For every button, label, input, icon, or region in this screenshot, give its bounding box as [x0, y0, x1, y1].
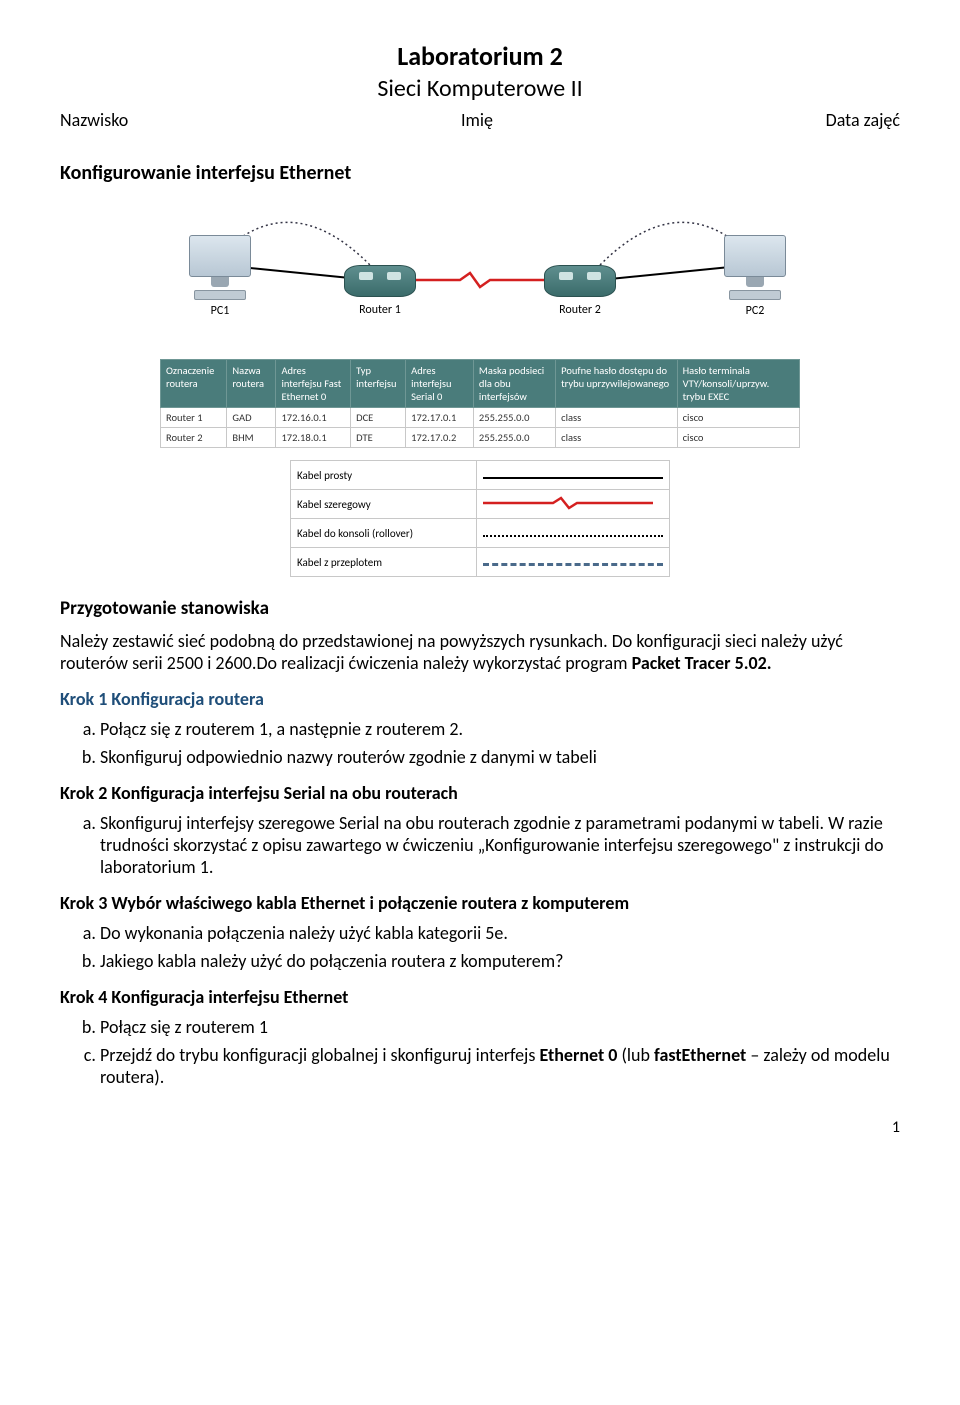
- legend-row: Kabel do konsoli (rollover): [291, 519, 670, 548]
- legend-sample: [477, 548, 670, 577]
- legend-sample: [477, 519, 670, 548]
- table-cell: DTE: [351, 428, 406, 448]
- step1-item-b: Skonfiguruj odpowiednio nazwy routerów z…: [100, 746, 900, 768]
- page-number: 1: [60, 1118, 900, 1137]
- table-cell: class: [556, 428, 677, 448]
- field-surname: Nazwisko: [60, 109, 128, 131]
- table-cell: 255.255.0.0: [473, 428, 555, 448]
- pc2-label: PC2: [715, 304, 795, 318]
- step4c-bold1: Ethernet 0: [539, 1044, 617, 1066]
- router1-icon: Router 1: [335, 265, 425, 317]
- table-row: Router 2BHM172.18.0.1DTE172.17.0.2255.25…: [161, 428, 800, 448]
- topology-diagram: PC1 Router 1 Router 2 PC2 Oznaczenie rou…: [160, 195, 800, 577]
- table-cell: 172.18.0.1: [276, 428, 351, 448]
- table-cell: DCE: [351, 408, 406, 428]
- router2-icon: Router 2: [535, 265, 625, 317]
- table-header: Oznaczenie routera: [161, 360, 227, 408]
- table-header: Poufne hasło dostępu do trybu uprzywilej…: [556, 360, 677, 408]
- step1-heading: Krok 1 Konfiguracja routera: [60, 688, 900, 710]
- step4-heading: Krok 4 Konfiguracja interfejsu Ethernet: [60, 986, 900, 1008]
- table-cell: 172.16.0.1: [276, 408, 351, 428]
- step3-list: Do wykonania połączenia należy użyć kabl…: [60, 922, 900, 972]
- legend-row: Kabel szeregowy: [291, 490, 670, 519]
- router-config-table: Oznaczenie routeraNazwa routeraAdres int…: [160, 359, 800, 448]
- legend-label: Kabel z przeplotem: [291, 548, 477, 577]
- table-cell: 172.17.0.1: [406, 408, 474, 428]
- section-heading-config-ethernet: Konfigurowanie interfejsu Ethernet: [60, 161, 900, 185]
- legend-row: Kabel prosty: [291, 461, 670, 490]
- table-cell: Router 1: [161, 408, 227, 428]
- table-header: Nazwa routera: [227, 360, 276, 408]
- legend-label: Kabel szeregowy: [291, 490, 477, 519]
- table-cell: Router 2: [161, 428, 227, 448]
- step1-item-a: Połącz się z routerem 1, a następnie z r…: [100, 718, 900, 740]
- pc2-icon: PC2: [715, 235, 795, 318]
- step1-list: Połącz się z routerem 1, a następnie z r…: [60, 718, 900, 768]
- table-header: Adres interfejsu Serial 0: [406, 360, 474, 408]
- router1-label: Router 1: [335, 303, 425, 317]
- step2-list: Skonfiguruj interfejsy szeregowe Serial …: [60, 812, 900, 878]
- step2-item-a: Skonfiguruj interfejsy szeregowe Serial …: [100, 812, 900, 878]
- step3-item-b: Jakiego kabla należy użyć do połączenia …: [100, 950, 900, 972]
- legend-sample: [477, 490, 670, 519]
- prep-paragraph: Należy zestawić sieć podobną do przedsta…: [60, 630, 900, 674]
- step3-item-a: Do wykonania połączenia należy użyć kabl…: [100, 922, 900, 944]
- table-header: Typ interfejsu: [351, 360, 406, 408]
- table-cell: cisco: [677, 428, 799, 448]
- legend-sample: [477, 461, 670, 490]
- cable-legend: Kabel prostyKabel szeregowyKabel do kons…: [290, 460, 670, 577]
- field-date: Data zajęć: [826, 109, 900, 131]
- prep-bold: Packet Tracer 5.02.: [632, 652, 772, 674]
- table-cell: BHM: [227, 428, 276, 448]
- legend-row: Kabel z przeplotem: [291, 548, 670, 577]
- field-name: Imię: [461, 109, 493, 131]
- table-header: Hasło terminala VTY/konsoli/uprzyw. tryb…: [677, 360, 799, 408]
- step4-item-c: Przejdź do trybu konfiguracji globalnej …: [100, 1044, 900, 1088]
- step4-item-b: Połącz się z routerem 1: [100, 1016, 900, 1038]
- legend-label: Kabel do konsoli (rollover): [291, 519, 477, 548]
- step4c-text2: (lub: [617, 1044, 654, 1066]
- legend-label: Kabel prosty: [291, 461, 477, 490]
- table-row: Router 1GAD172.16.0.1DCE172.17.0.1255.25…: [161, 408, 800, 428]
- step3-heading: Krok 3 Wybór właściwego kabla Ethernet i…: [60, 892, 900, 914]
- step2-heading: Krok 2 Konfiguracja interfejsu Serial na…: [60, 782, 900, 804]
- step4c-text1: Przejdź do trybu konfiguracji globalnej …: [100, 1044, 539, 1066]
- doc-title: Laboratorium 2: [60, 40, 900, 72]
- table-cell: cisco: [677, 408, 799, 428]
- pc1-icon: PC1: [180, 235, 260, 318]
- table-cell: GAD: [227, 408, 276, 428]
- prep-heading: Przygotowanie stanowiska: [60, 597, 900, 620]
- header-fields: Nazwisko Imię Data zajęć: [60, 109, 900, 131]
- table-cell: 255.255.0.0: [473, 408, 555, 428]
- doc-subtitle: Sieci Komputerowe II: [60, 74, 900, 103]
- table-header: Maska podsieci dla obu interfejsów: [473, 360, 555, 408]
- router2-label: Router 2: [535, 303, 625, 317]
- pc1-label: PC1: [180, 304, 260, 318]
- step4-list: Połącz się z routerem 1 Przejdź do trybu…: [60, 1016, 900, 1088]
- table-cell: class: [556, 408, 677, 428]
- table-cell: 172.17.0.2: [406, 428, 474, 448]
- table-header: Adres interfejsu Fast Ethernet 0: [276, 360, 351, 408]
- step4c-bold2: fastEthernet: [654, 1044, 746, 1066]
